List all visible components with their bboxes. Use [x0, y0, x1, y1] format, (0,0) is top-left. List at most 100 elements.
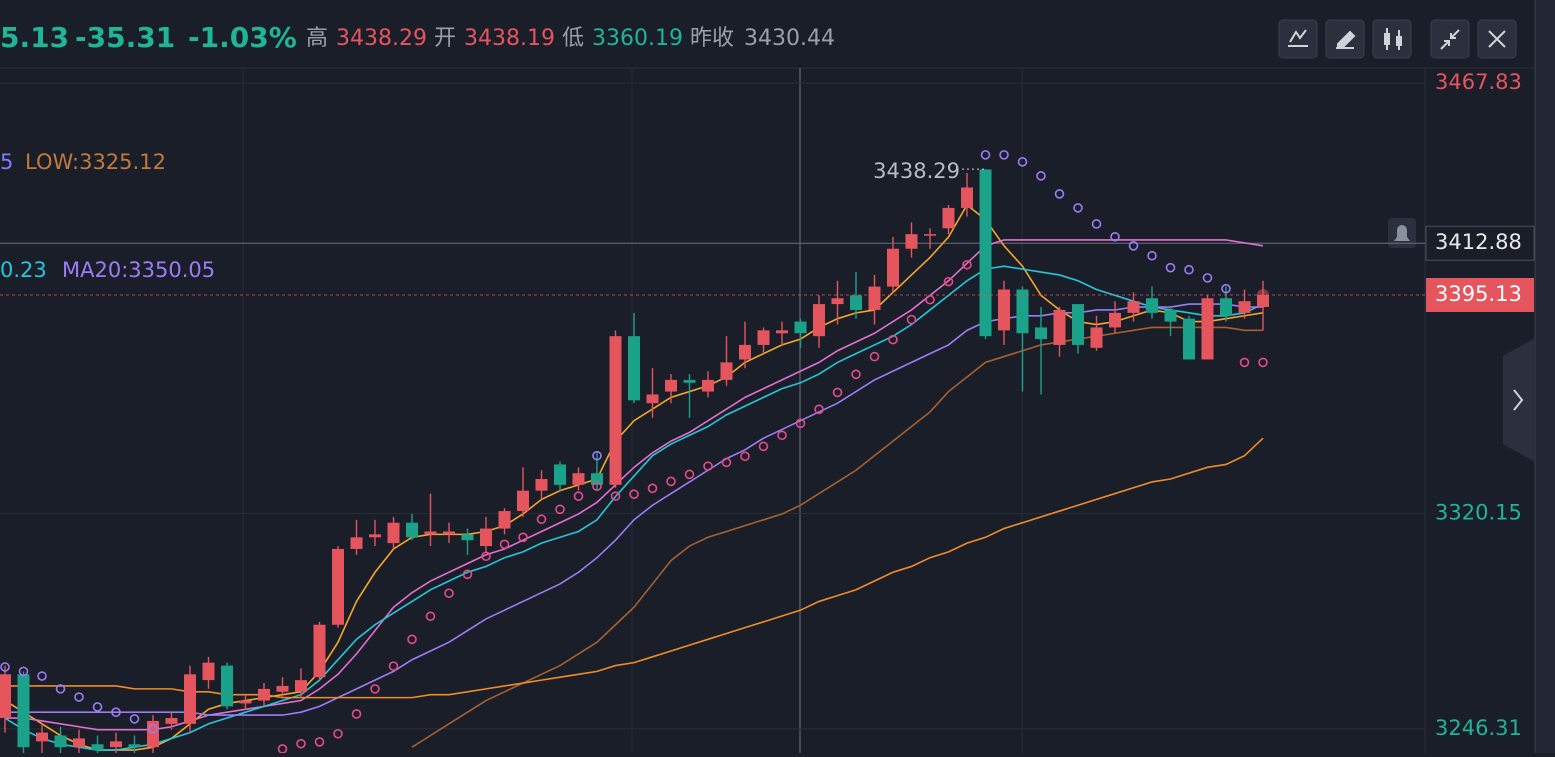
sar-dot: [425, 611, 436, 622]
candle-body: [369, 534, 381, 538]
candle-body: [646, 394, 659, 404]
candle-body: [850, 295, 862, 310]
sar-dot: [518, 532, 528, 543]
icon: [1488, 30, 1506, 48]
candle-body: [905, 234, 918, 249]
crosshair-label-bg: [1425, 225, 1535, 261]
candle-body: [554, 464, 566, 485]
sar-dot: [647, 483, 658, 494]
candle-body: [868, 286, 881, 310]
candle-body: [258, 688, 270, 701]
sar-dot: [666, 476, 676, 487]
candle-body: [36, 732, 48, 742]
last-price-bg: [1426, 277, 1534, 312]
candle-body: [461, 534, 474, 541]
indicator-button[interactable]: [1278, 19, 1318, 59]
sar-dot: [74, 692, 84, 702]
kline-button[interactable]: [1372, 19, 1412, 59]
last-price-label: 3395.13: [1435, 282, 1522, 306]
sar-dot: [814, 404, 824, 415]
sar-dot: [592, 481, 602, 492]
candle-body: [1072, 304, 1084, 345]
sar-dot: [499, 539, 510, 550]
sar-dot: [573, 491, 584, 501]
candle-body: [924, 234, 936, 236]
candle-body: [480, 528, 492, 547]
sar-dot: [869, 351, 880, 362]
header-text: 3438.19: [464, 26, 555, 51]
candle-body: [1053, 309, 1066, 345]
sar-dot: [129, 714, 140, 724]
icon: [1394, 225, 1410, 241]
candle-body: [73, 738, 85, 748]
sar-dot: [92, 702, 103, 712]
y-tick-label: 3467.83: [1435, 70, 1522, 94]
candle-body: [1016, 289, 1029, 334]
candle-body: [979, 169, 992, 337]
candle-body: [813, 304, 825, 337]
sar-dot: [925, 294, 935, 305]
candle-body: [1127, 301, 1140, 313]
sar-dot: [388, 661, 399, 671]
sar-dot: [1054, 189, 1065, 199]
sar-dot: [351, 709, 362, 719]
sar-dot: [18, 666, 29, 677]
candle-body: [1220, 298, 1232, 316]
candle-body: [165, 718, 178, 724]
candle-body: [1090, 327, 1103, 348]
sar-dot: [1091, 219, 1102, 229]
sar-dot: [758, 441, 769, 452]
sar-dot: [1128, 241, 1139, 251]
candle-body: [628, 336, 640, 401]
candle-body: [609, 336, 622, 485]
sar-dot: [684, 469, 695, 480]
candle-body: [1164, 309, 1177, 322]
candle-body: [498, 511, 511, 529]
sar-dot: [1239, 357, 1250, 368]
candle-body: [1201, 298, 1214, 360]
sar-dot: [148, 724, 158, 734]
last-price-glow: [1257, 288, 1269, 301]
sar-dot: [962, 259, 972, 270]
sar-dot: [1258, 357, 1268, 368]
candle-body: [406, 522, 418, 538]
candle-body: [0, 674, 11, 719]
header-text: 昨收: [690, 26, 734, 51]
icon: [1513, 389, 1524, 411]
sar-dot: [721, 457, 732, 468]
sar-dot: [980, 150, 991, 160]
candle-body: [424, 531, 437, 535]
sar-dot: [629, 489, 639, 499]
candle-body: [1109, 312, 1121, 328]
sar-dot: [0, 662, 10, 672]
ma-line: [411, 326, 1263, 748]
sar-dot: [314, 737, 325, 747]
legend-text: MA20:3350.05: [62, 258, 215, 282]
candle-body: [128, 744, 141, 748]
legend-text: 5: [0, 150, 13, 174]
toolbar: [1278, 19, 1517, 59]
sar-dot: [906, 314, 917, 325]
candle-body: [720, 362, 733, 380]
header-text: 低: [562, 26, 584, 51]
sar-dot: [481, 551, 491, 562]
sar-dot: [851, 369, 861, 380]
sar-dot: [444, 588, 454, 599]
candle-body: [591, 473, 603, 485]
candle-body: [110, 741, 122, 748]
candle-body: [332, 548, 344, 625]
header-text: 高: [306, 26, 328, 51]
side-tab[interactable]: [1503, 338, 1535, 462]
candle-body: [54, 735, 67, 748]
sar-dot: [1202, 273, 1213, 283]
candle-body: [91, 744, 104, 751]
sar-dot: [111, 707, 121, 717]
candle-body: [942, 207, 955, 229]
sar-dot: [1184, 264, 1194, 275]
header-text: 开: [434, 26, 456, 51]
sar-dot: [1221, 283, 1231, 294]
sar-dot: [832, 387, 843, 398]
candle-body: [239, 700, 252, 704]
ma-line: [5, 303, 1263, 716]
